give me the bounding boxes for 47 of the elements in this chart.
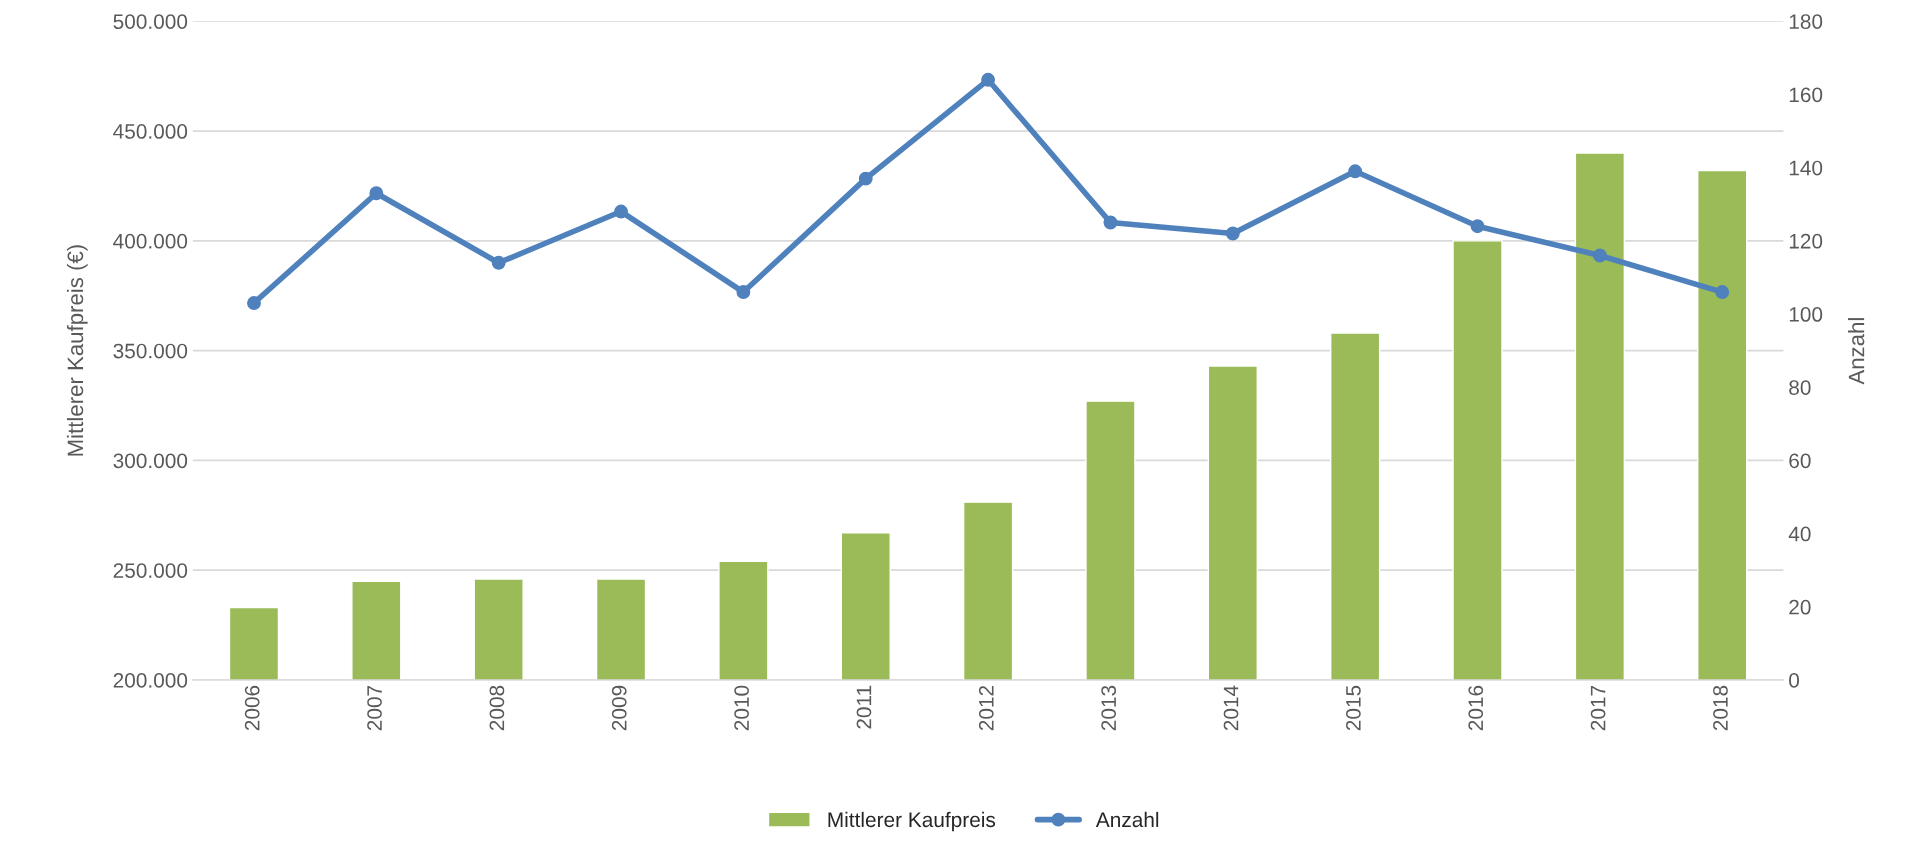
point — [1103, 215, 1118, 230]
legend-label: Mittlerer Kaufpreis — [828, 811, 996, 832]
y2-tick-label: 120 — [1789, 233, 1823, 249]
y2-tick-label: 100 — [1789, 307, 1823, 322]
point — [1348, 164, 1363, 179]
point — [1470, 219, 1485, 234]
y-tick-label: 350.000 — [113, 343, 188, 359]
point — [247, 296, 261, 310]
x-tick-label: 2017 — [1590, 685, 1606, 731]
y2-tick-label: 40 — [1788, 526, 1811, 542]
point — [614, 204, 628, 219]
y2-tick-label: 140 — [1789, 160, 1823, 176]
x-tick-label: 2012 — [978, 685, 994, 731]
y-tick-label: 450.000 — [113, 124, 188, 139]
y-tick-label: 250.000 — [113, 563, 188, 578]
x-tick-label: 2010 — [734, 685, 749, 731]
point — [491, 255, 506, 270]
x-tick-label: 2018 — [1713, 685, 1728, 731]
y-tick-label: 500.000 — [113, 14, 188, 29]
y2-tick-label: 60 — [1789, 453, 1811, 469]
legend-label: Anzahl — [1095, 811, 1159, 828]
x-tick-label: 2015 — [1346, 685, 1361, 731]
y2-tick-label: 180 — [1789, 14, 1823, 29]
point — [1592, 248, 1607, 263]
point — [981, 72, 996, 87]
y-tick-label: 200.000 — [113, 673, 188, 688]
y2-tick-label: 20 — [1789, 599, 1811, 615]
x-tick-label: 2006 — [244, 685, 260, 731]
point — [858, 171, 873, 186]
y2-tick-label: 0 — [1789, 673, 1800, 688]
y-axis-title: Mittlerer Kaufpreis (€) — [66, 245, 88, 456]
x-tick-label: 2016 — [1468, 685, 1484, 731]
x-tick-label: 2008 — [489, 685, 505, 731]
point — [1225, 226, 1240, 241]
point — [369, 186, 384, 201]
x-tick-label: 2007 — [367, 685, 382, 731]
y-tick-label: 400.000 — [113, 233, 188, 249]
point — [1715, 285, 1730, 300]
x-tick-label: 2011 — [856, 685, 872, 729]
y2-tick-label: 160 — [1789, 87, 1823, 103]
x-tick-label: 2014 — [1223, 685, 1239, 731]
y-tick-label: 300.000 — [113, 453, 188, 469]
point — [736, 285, 751, 300]
y2-tick-label: 80 — [1789, 380, 1811, 395]
x-tick-label: 2013 — [1101, 685, 1117, 731]
x-tick-label: 2009 — [611, 685, 627, 731]
y2-axis-title: Anzahl — [1848, 318, 1865, 385]
